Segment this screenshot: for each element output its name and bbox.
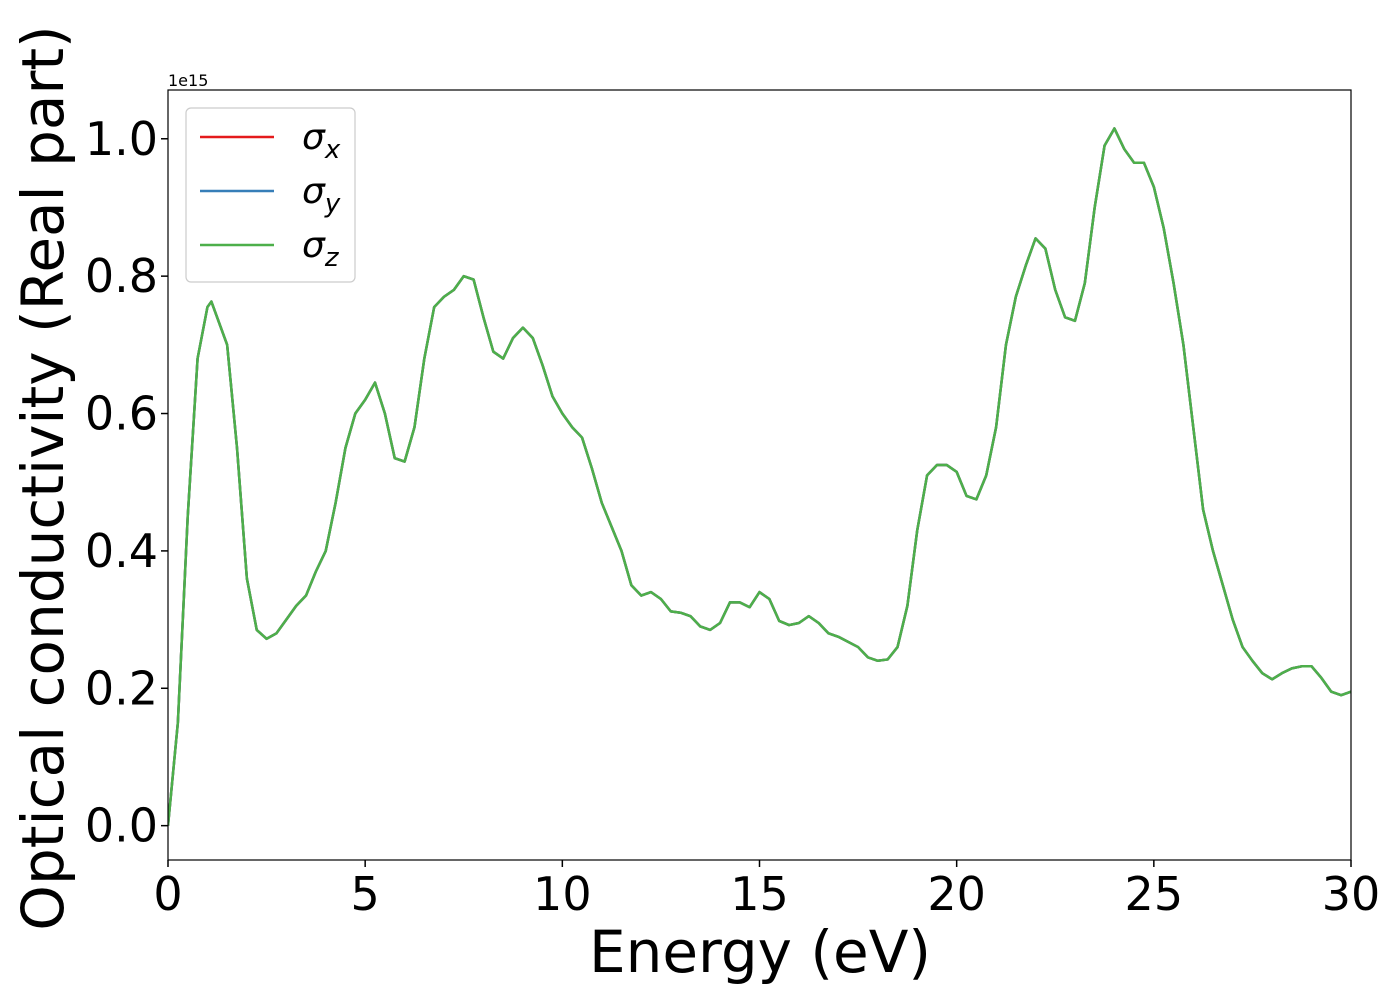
offset-label: 1e15 — [168, 71, 208, 90]
x-axis-label: Energy (eV) — [589, 918, 931, 986]
y-tick-label: 0.0 — [85, 799, 158, 853]
x-tick-label: 20 — [927, 867, 986, 921]
y-tick-label: 0.2 — [85, 661, 158, 715]
y-tick-label: 0.6 — [85, 387, 158, 441]
legend-label: σz — [302, 225, 340, 273]
x-tick-label: 30 — [1322, 867, 1381, 921]
y-tick-label: 0.8 — [85, 249, 158, 303]
series-line — [168, 127, 1351, 826]
plot-frame — [167, 89, 1352, 861]
legend-box — [185, 107, 356, 283]
x-tick-label: 25 — [1125, 867, 1184, 921]
legend-label: σy — [302, 171, 341, 219]
y-tick-label: 0.4 — [85, 524, 158, 578]
x-tick-label: 15 — [730, 867, 789, 921]
x-tick-label: 10 — [533, 867, 592, 921]
legend-label: σx — [302, 117, 341, 165]
x-tick-label: 0 — [153, 867, 182, 921]
x-tick-label: 5 — [351, 867, 380, 921]
y-tick-label: 1.0 — [85, 112, 158, 166]
y-axis-label: Optical conductivity (Real part) — [9, 25, 77, 930]
